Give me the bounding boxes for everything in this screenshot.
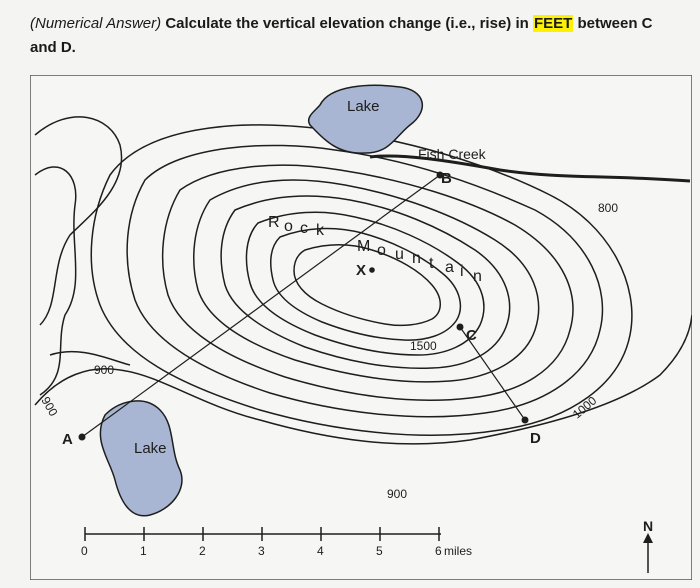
contour-label-800: 800 <box>598 201 618 215</box>
point-x-label: X <box>356 262 366 279</box>
scale-label: 2 <box>199 544 206 558</box>
scale-label: 4 <box>317 544 324 558</box>
mountain-letter: n <box>412 250 421 267</box>
mountain-letter: M <box>357 238 370 255</box>
lake-left <box>99 400 183 517</box>
line-a-b <box>81 174 441 438</box>
lake-top-label: Lake <box>347 98 380 115</box>
rock-mountain-label: R o c k M o u n t a i n <box>268 214 482 285</box>
point-b-label: B <box>441 170 452 187</box>
contour-lines <box>34 116 693 445</box>
mountain-letter: o <box>377 242 386 259</box>
fish-creek-line <box>369 154 691 183</box>
scale-unit: miles <box>444 544 472 558</box>
scale-label: 5 <box>376 544 383 558</box>
contour-900-left <box>49 350 131 366</box>
point-b-dot <box>436 171 444 179</box>
mountain-letter: i <box>460 263 464 280</box>
point-x-dot <box>369 267 375 273</box>
scale-label: 3 <box>258 544 265 558</box>
contour-ring-6 <box>245 211 485 356</box>
mountain-letter: n <box>473 268 482 285</box>
mountain-letter: t <box>429 255 434 272</box>
scale-label: 1 <box>140 544 147 558</box>
point-c-label: C <box>466 327 477 344</box>
contour-label-900-left: 900 <box>94 363 114 377</box>
contour-ring-3 <box>161 164 574 401</box>
contour-outer-left <box>34 116 123 326</box>
contour-outer-bottom <box>34 314 693 445</box>
contour-ring-5 <box>220 195 511 370</box>
contour-left-2 <box>34 166 77 396</box>
north-arrow: N <box>643 518 653 573</box>
line-c-d <box>459 326 526 421</box>
highlighted-unit: FEET <box>532 15 574 32</box>
topographic-map: Lake Lake Fish Creek A B C D X 800 1 5 00 … <box>29 74 693 581</box>
fish-creek-label: Fish Creek <box>418 146 487 162</box>
mountain-letter: u <box>395 246 404 263</box>
point-a-label: A <box>62 431 73 448</box>
contour-label-1500: 1500 <box>410 339 437 353</box>
question-text: (Numerical Answer) Calculate the vertica… <box>30 12 680 60</box>
contour-ring-4 <box>193 179 540 383</box>
mountain-letter: c <box>300 220 308 237</box>
mountain-letter: R <box>268 214 280 231</box>
north-label: N <box>643 518 653 534</box>
map-svg: Lake Lake Fish Creek A B C D X 800 1 5 00 … <box>29 74 693 581</box>
contour-ring-8-summit <box>293 244 441 327</box>
scale-label: 6 <box>435 544 442 558</box>
contour-ring-7 <box>270 227 462 341</box>
scale-bar: 0 1 2 3 4 5 6 miles <box>81 527 472 558</box>
lake-left-label: Lake <box>134 440 167 457</box>
contour-ring-2 <box>126 144 604 418</box>
question-body: Calculate the vertical elevation change … <box>165 15 529 32</box>
question-body-end: between C and D. <box>30 15 653 56</box>
point-a-dot <box>78 433 86 441</box>
mountain-letter: o <box>284 218 293 235</box>
point-c-dot <box>456 323 464 331</box>
point-d-dot <box>521 416 529 424</box>
question-prefix: (Numerical Answer) <box>30 15 162 32</box>
lake-top <box>308 84 424 154</box>
mountain-letter: a <box>445 259 454 276</box>
north-arrow-head <box>643 533 653 543</box>
point-d-label: D <box>530 430 541 447</box>
mountain-letter: k <box>316 222 325 239</box>
contour-label-900-bottom: 900 <box>387 487 407 501</box>
scale-label: 0 <box>81 544 88 558</box>
